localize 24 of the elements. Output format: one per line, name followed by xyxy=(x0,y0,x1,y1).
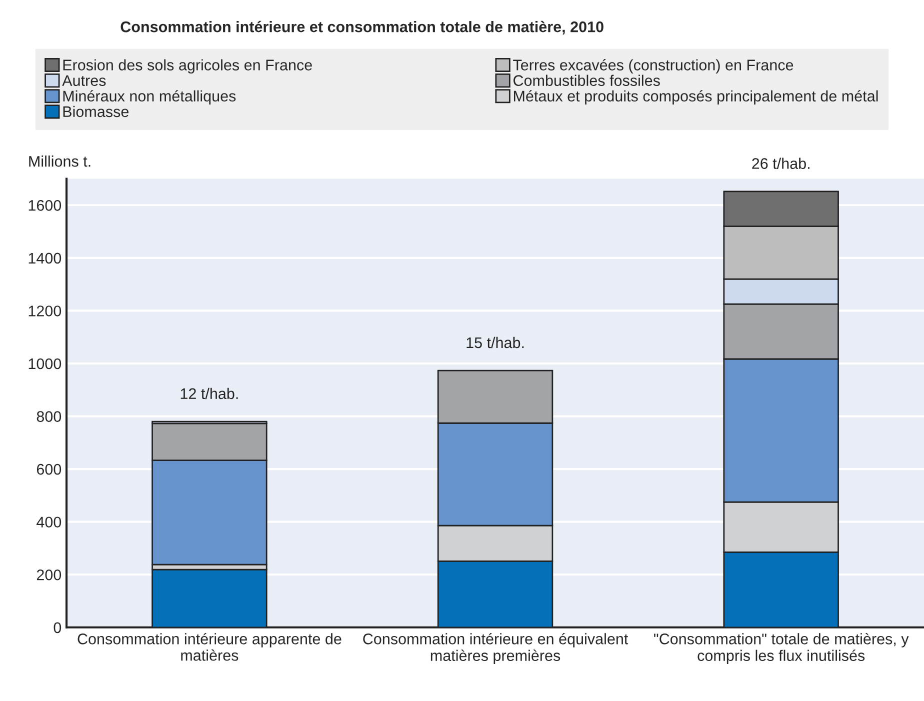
annotation: 12 t/hab. xyxy=(180,388,238,400)
legend-label: Biomasse xyxy=(63,106,128,118)
y-tick-label: 400 xyxy=(36,516,62,528)
y-tick-label: 800 xyxy=(36,411,62,422)
x-tick-label: Consommation intérieure apparente de matières xyxy=(78,632,342,661)
y-tick-label: 1400 xyxy=(28,252,62,264)
legend-label: Combustibles fossiles xyxy=(514,74,660,86)
y-tick-label: 600 xyxy=(36,464,62,475)
y-axis-title: Millions t. xyxy=(29,156,90,167)
annotation: 26 t/hab. xyxy=(752,158,810,169)
chart-title: Consommation intérieure et consommation totale de matière, 2010 xyxy=(120,20,604,34)
x-tick-label: Consommation intérieure en équivalent matières premières xyxy=(363,632,628,664)
legend-label: Autres xyxy=(62,75,106,86)
legend-label: Métaux et produits composés principalement de métal xyxy=(514,90,878,105)
y-tick-label: 1000 xyxy=(28,358,62,370)
legend-label: Minéraux non métalliques xyxy=(63,90,236,105)
x-tick-label: "Consommation" totale de matières, y compris les flux inutilisés xyxy=(654,632,909,664)
annotation: 15 t/hab. xyxy=(466,336,524,348)
y-tick-label: 0 xyxy=(54,622,62,634)
y-tick-label: 1200 xyxy=(28,306,62,316)
y-tick-label: 1600 xyxy=(28,200,62,211)
legend-label: Terres excavées (construction) en France xyxy=(513,59,794,74)
y-tick-label: 200 xyxy=(36,569,62,580)
legend-label: Erosion des sols agricoles en France xyxy=(63,59,312,74)
